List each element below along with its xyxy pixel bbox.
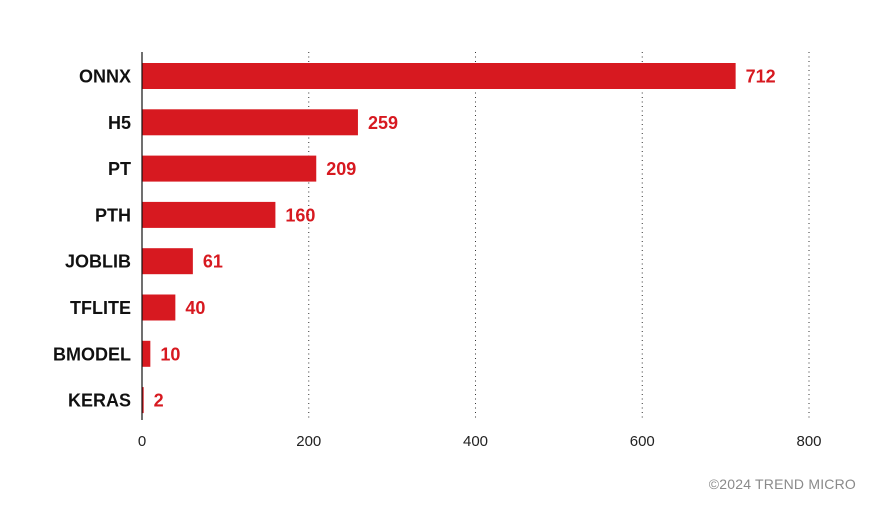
bar xyxy=(142,109,358,136)
x-tick-label: 200 xyxy=(296,433,321,450)
category-label: PT xyxy=(108,159,131,179)
bar xyxy=(142,340,151,367)
bar xyxy=(142,294,176,321)
value-label: 160 xyxy=(285,205,315,225)
bar-chart: ONNX H5 PT PTH JOBLIB TFLITE BMODEL KERAS 712 25… xyxy=(53,52,822,450)
category-label: KERAS xyxy=(68,391,131,411)
value-labels: 712 259 209 160 61 40 10 2 xyxy=(154,67,776,411)
bar xyxy=(142,387,144,414)
category-labels: ONNX H5 PT PTH JOBLIB TFLITE BMODEL KERAS xyxy=(53,67,131,411)
x-tick-label: 400 xyxy=(463,433,488,450)
bars xyxy=(142,63,736,414)
bar xyxy=(142,248,193,275)
value-label: 2 xyxy=(154,391,164,411)
copyright-credit: ©2024 TREND MICRO xyxy=(708,476,856,492)
x-tick-label: 0 xyxy=(138,433,146,450)
bar xyxy=(142,201,276,228)
category-label: BMODEL xyxy=(53,344,131,364)
value-label: 712 xyxy=(746,67,776,87)
value-label: 61 xyxy=(203,252,223,272)
category-label: H5 xyxy=(108,113,131,133)
value-label: 209 xyxy=(326,159,356,179)
category-label: PTH xyxy=(95,205,131,225)
value-label: 10 xyxy=(160,344,180,364)
category-label: JOBLIB xyxy=(65,252,131,272)
category-label: TFLITE xyxy=(70,298,131,318)
x-tick-label: 800 xyxy=(796,433,821,450)
bar xyxy=(142,63,736,89)
x-axis-ticks: 0 200 400 600 800 xyxy=(138,433,822,450)
bar xyxy=(142,155,317,182)
category-label: ONNX xyxy=(79,67,131,87)
gridlines xyxy=(308,52,810,420)
value-label: 40 xyxy=(185,298,205,318)
value-label: 259 xyxy=(368,113,398,133)
x-tick-label: 600 xyxy=(630,433,655,450)
